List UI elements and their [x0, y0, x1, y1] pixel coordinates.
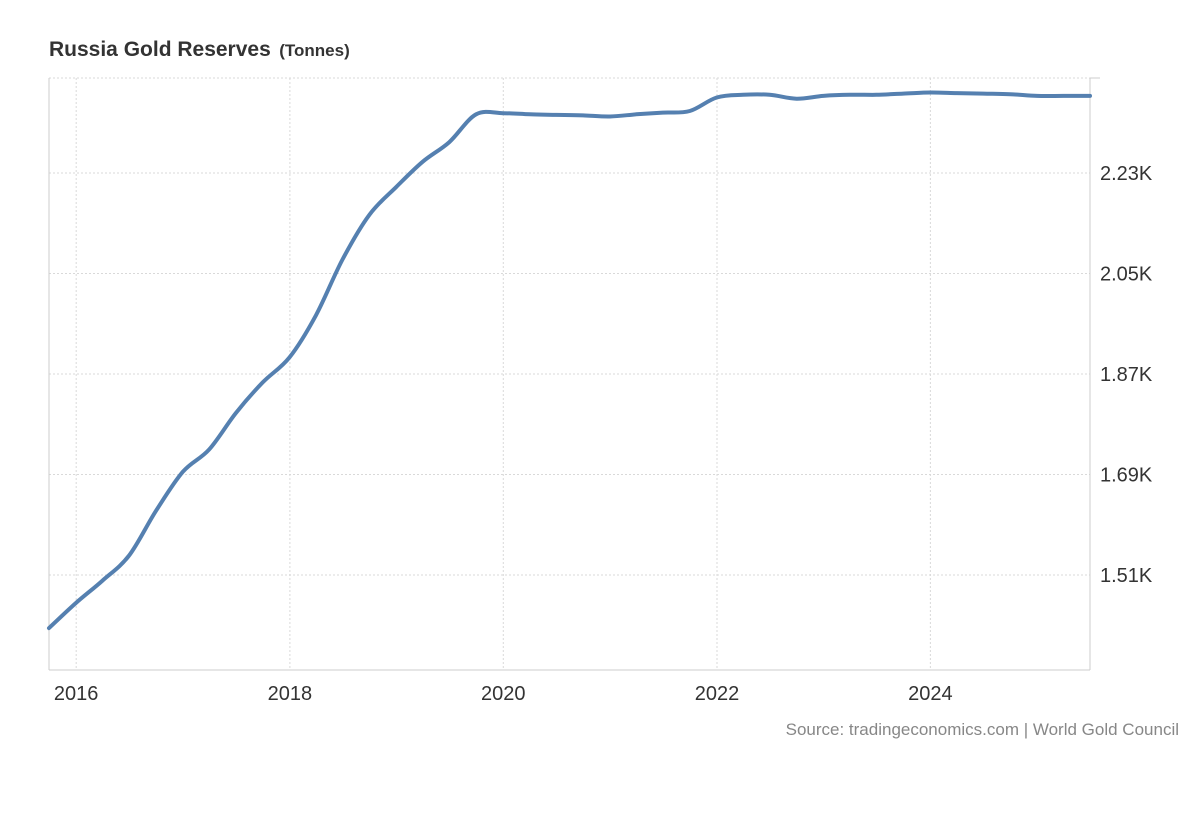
series-layer [47, 90, 1092, 631]
series-line [47, 90, 1092, 631]
x-tick-label: 2022 [695, 683, 740, 705]
grid-layer [49, 77, 1090, 670]
y-tick-label: 1.69K [1100, 465, 1153, 487]
x-tick-label: 2024 [908, 683, 953, 705]
y-tick-label: 2.23K [1100, 163, 1153, 185]
x-tick-label: 2016 [54, 683, 99, 705]
tick-label-layer: 1.51K 1.69K 1.87K 2.05K 2.23K 2016 2018 2020 202… [54, 163, 1153, 705]
chart-unit-text: (Tonnes) [279, 41, 350, 60]
source-credit: Source: tradingeconomics.com | World Gol… [785, 720, 1179, 739]
x-tick-label: 2018 [268, 683, 313, 705]
y-tick-label: 1.87K [1100, 364, 1153, 386]
axis-layer [48, 77, 1100, 671]
x-tick-label: 2020 [481, 683, 526, 705]
chart-title: Russia Gold Reserves (Tonnes) [49, 38, 350, 62]
y-tick-label: 1.51K [1100, 565, 1153, 587]
chart-title-text: Russia Gold Reserves [49, 38, 271, 61]
y-tick-label: 2.05K [1100, 263, 1153, 285]
